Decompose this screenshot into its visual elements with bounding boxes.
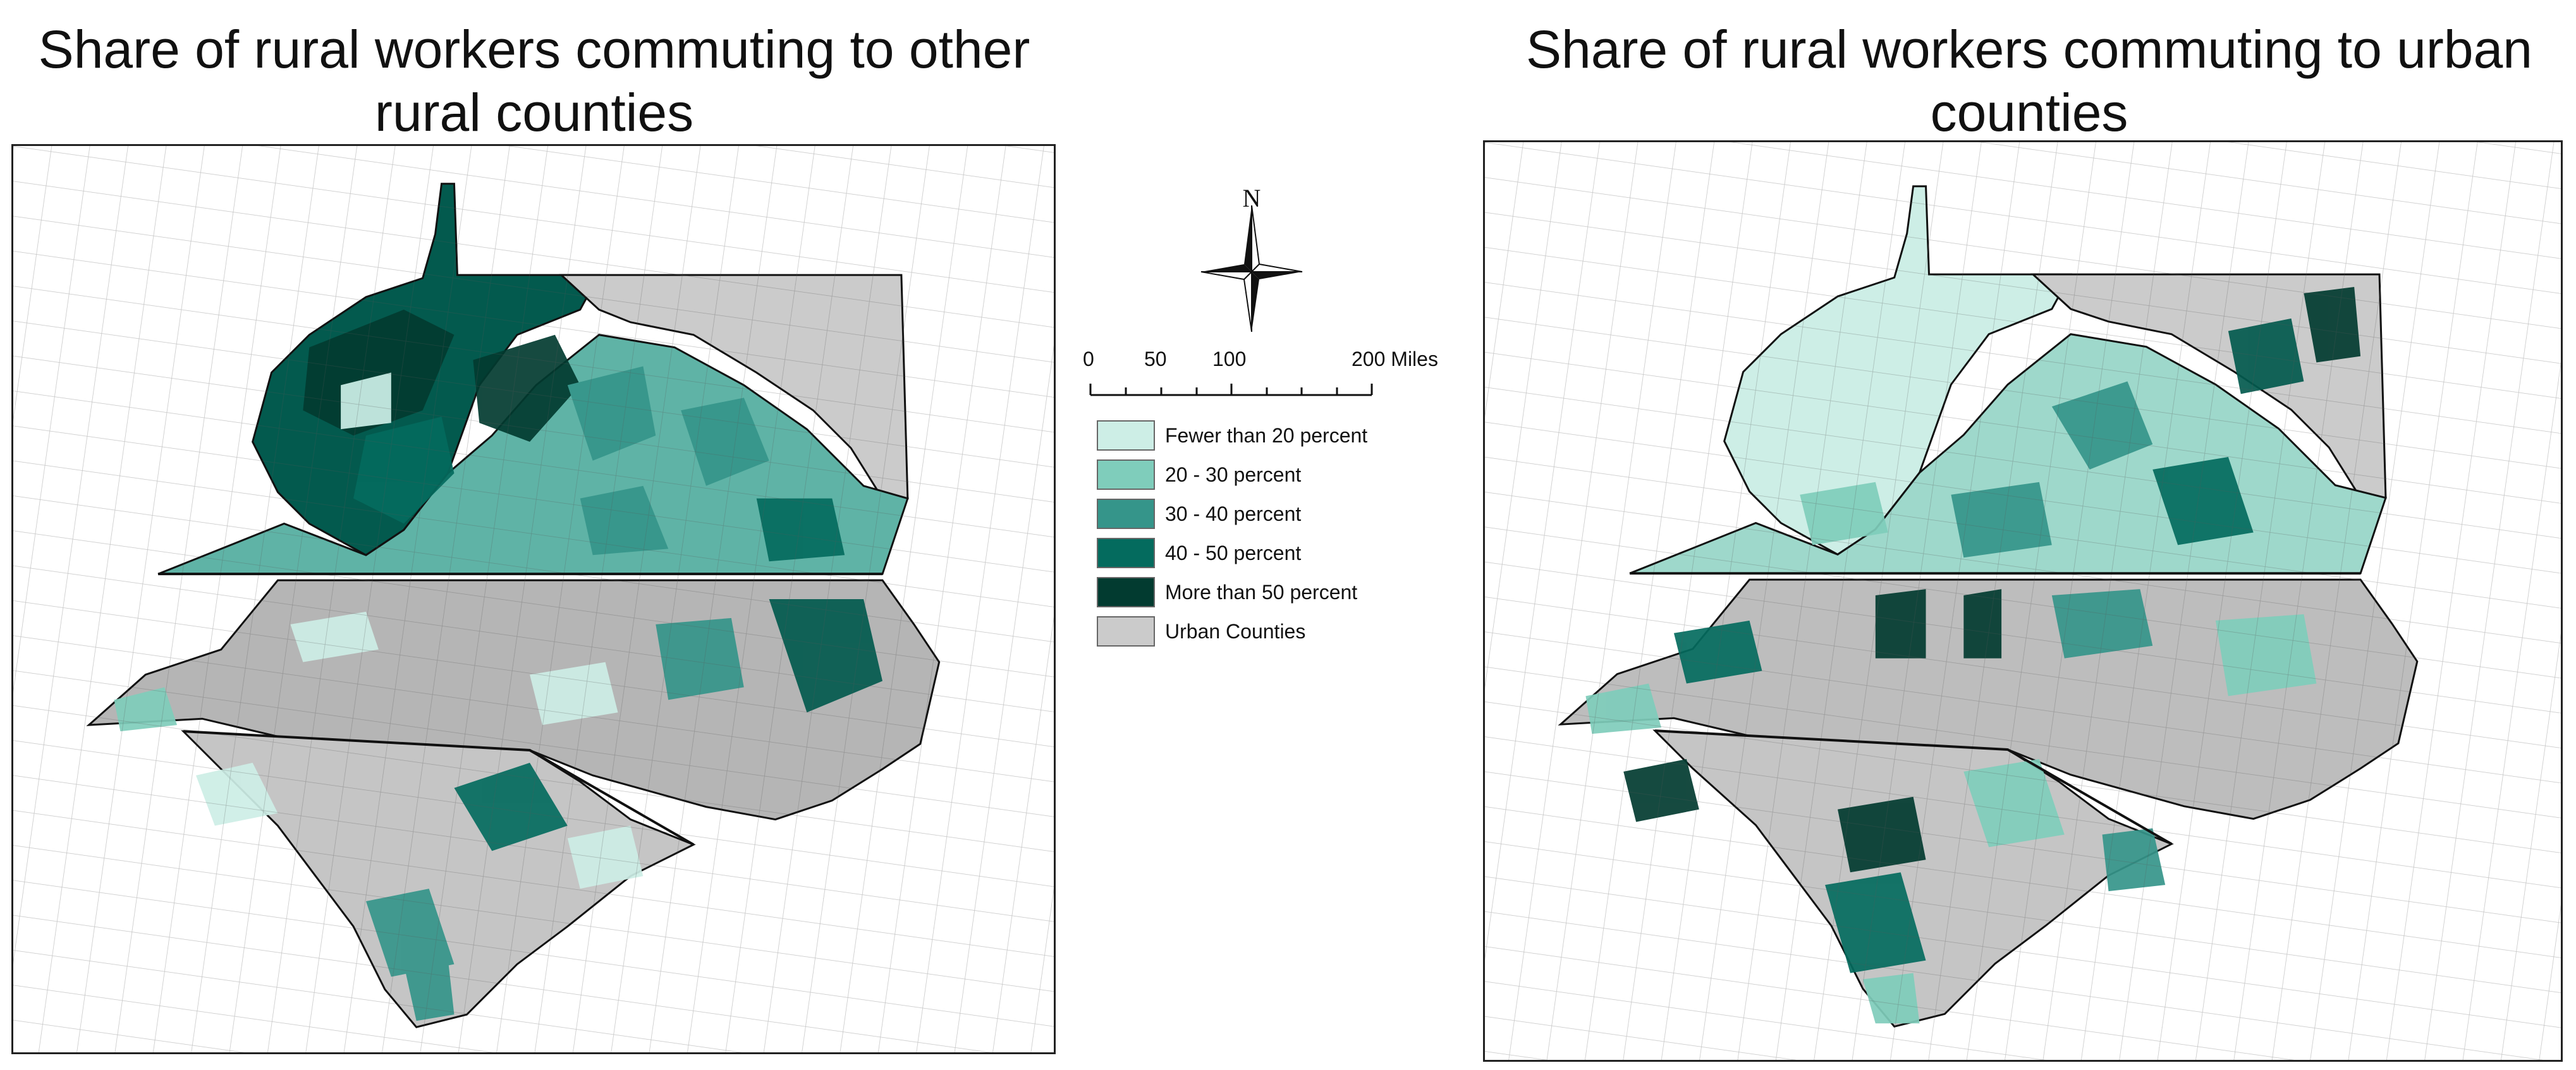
- north-arrow-icon: [1200, 205, 1303, 332]
- legend-item-fewer-than-20: Fewer than 20 percent: [1097, 420, 1425, 459]
- scale-tick-200: 200 Miles: [1352, 348, 1438, 370]
- legend-label: Fewer than 20 percent: [1165, 424, 1368, 447]
- legend-swatch: [1097, 459, 1155, 490]
- legend-swatch: [1097, 499, 1155, 529]
- legend-item-more-than-50: More than 50 percent: [1097, 577, 1425, 616]
- legend-label: 30 - 40 percent: [1165, 502, 1302, 525]
- legend-label: 20 - 30 percent: [1165, 463, 1302, 486]
- scale-tick-100: 100: [1212, 348, 1247, 370]
- right-map-frame: [1483, 140, 2563, 1062]
- left-map-frame: [11, 144, 1056, 1054]
- left-state-outlines: [158, 573, 882, 846]
- right-choropleth-map: [1485, 142, 2561, 1060]
- legend-swatch: [1097, 616, 1155, 647]
- legend-label: Urban Counties: [1165, 620, 1306, 643]
- legend-label: 40 - 50 percent: [1165, 542, 1302, 564]
- scale-tick-50: 50: [1144, 348, 1167, 370]
- right-state-outlines: [1630, 572, 2361, 846]
- scale-bar: [1089, 384, 1373, 396]
- legend-item-40-50: 40 - 50 percent: [1097, 538, 1425, 577]
- right-map-title: Share of rural workers commuting to urba…: [1525, 20, 2533, 142]
- legend: Fewer than 20 percent 20 - 30 percent 30…: [1097, 420, 1425, 655]
- legend-swatch: [1097, 420, 1155, 451]
- scale-tick-0: 0: [1083, 348, 1094, 370]
- legend-item-20-30: 20 - 30 percent: [1097, 459, 1425, 499]
- legend-swatch: [1097, 538, 1155, 568]
- legend-swatch: [1097, 577, 1155, 607]
- legend-item-urban-counties: Urban Counties: [1097, 616, 1425, 655]
- left-choropleth-map: [13, 146, 1054, 1052]
- legend-item-30-40: 30 - 40 percent: [1097, 499, 1425, 538]
- left-map-title: Share of rural workers commuting to othe…: [38, 20, 1030, 142]
- legend-label: More than 50 percent: [1165, 581, 1358, 604]
